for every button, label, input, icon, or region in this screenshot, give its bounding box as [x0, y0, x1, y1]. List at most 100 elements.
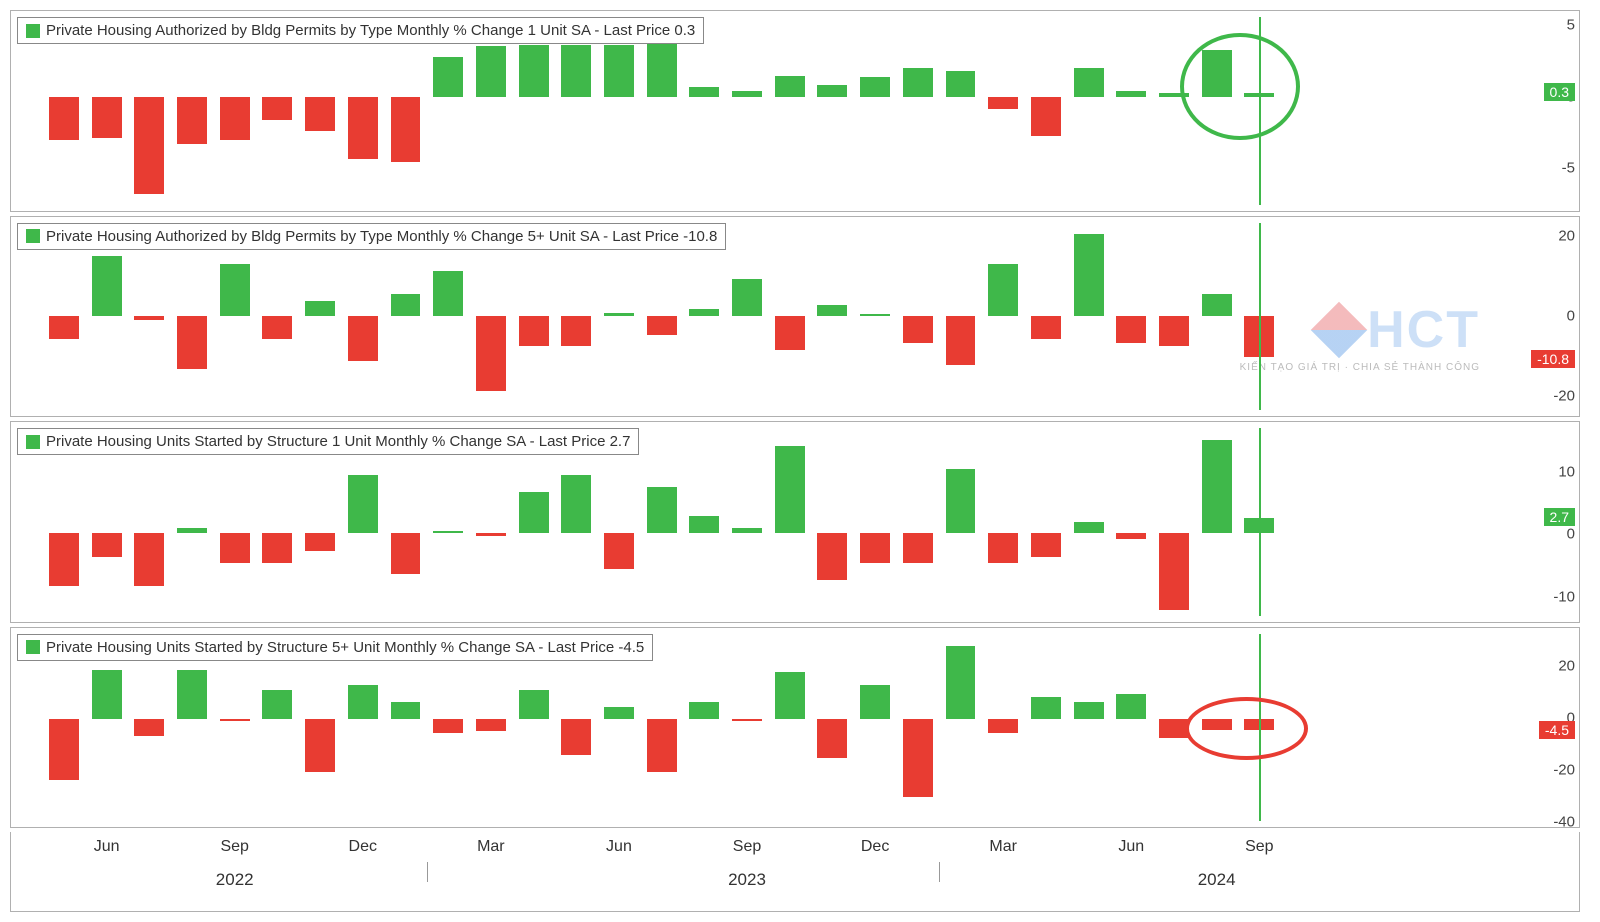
y-tick-label: 20	[1558, 658, 1575, 675]
legend-text: Private Housing Units Started by Structu…	[46, 639, 644, 656]
bar	[1202, 440, 1232, 534]
bar	[1031, 97, 1061, 136]
bar	[519, 316, 549, 346]
bar	[988, 264, 1018, 317]
bar	[604, 707, 634, 719]
y-axis: 50-50.3	[1519, 11, 1579, 211]
bar	[1159, 719, 1189, 738]
legend-box: Private Housing Units Started by Structu…	[17, 428, 639, 455]
x-tick-month: Dec	[861, 838, 889, 856]
y-tick-label: -5	[1562, 159, 1575, 176]
bar	[92, 533, 122, 556]
bar	[391, 702, 421, 719]
bar	[1116, 533, 1146, 539]
bar	[134, 97, 164, 193]
bar	[1116, 91, 1146, 98]
legend-text: Private Housing Units Started by Structu…	[46, 433, 630, 450]
bar	[519, 690, 549, 719]
bar	[647, 316, 677, 335]
bar	[433, 531, 463, 534]
bar	[1202, 719, 1232, 730]
legend-swatch	[26, 640, 40, 654]
bar	[1159, 533, 1189, 609]
legend-box: Private Housing Authorized by Bldg Permi…	[17, 17, 704, 44]
bar	[946, 71, 976, 98]
chart-panel-starts_1u: Private Housing Units Started by Structu…	[10, 421, 1580, 623]
last-value-flag: -4.5	[1539, 721, 1575, 739]
legend-swatch	[26, 229, 40, 243]
bar	[1074, 702, 1104, 719]
y-tick-label: 10	[1558, 463, 1575, 480]
bar	[946, 646, 976, 719]
bar	[262, 690, 292, 719]
bar	[49, 533, 79, 586]
x-year-separator	[939, 862, 940, 882]
bar	[433, 271, 463, 316]
bar	[134, 316, 164, 320]
bar	[988, 719, 1018, 734]
bar	[988, 97, 1018, 109]
bar	[988, 533, 1018, 562]
bar	[1244, 719, 1274, 730]
bar	[92, 97, 122, 137]
bar	[1202, 294, 1232, 317]
y-tick-label: 5	[1567, 17, 1575, 34]
bar	[1244, 316, 1274, 357]
bar	[860, 533, 890, 562]
bar	[92, 256, 122, 316]
bar	[775, 446, 805, 534]
bar	[1244, 93, 1274, 97]
chart-panel-permits_1u: Private Housing Authorized by Bldg Permi…	[10, 10, 1580, 212]
bar	[561, 719, 591, 756]
bar	[177, 97, 207, 144]
bar	[348, 316, 378, 361]
bar	[348, 97, 378, 159]
bar	[49, 719, 79, 780]
bar	[1159, 316, 1189, 346]
y-tick-label: -10	[1553, 588, 1575, 605]
bar	[647, 719, 677, 773]
bar	[903, 533, 933, 562]
chart-panel-permits_5u: Private Housing Authorized by Bldg Permi…	[10, 216, 1580, 418]
bar	[177, 316, 207, 369]
bar	[305, 533, 335, 551]
bar	[1244, 518, 1274, 534]
bar	[946, 316, 976, 365]
bar	[860, 77, 890, 97]
x-axis: JunSepDecMarJunSepDecMarJunSep2022202320…	[10, 832, 1580, 912]
bar	[433, 719, 463, 734]
x-tick-month: Mar	[989, 838, 1017, 856]
legend-text: Private Housing Authorized by Bldg Permi…	[46, 22, 695, 39]
bar	[732, 719, 762, 721]
bar	[262, 316, 292, 339]
bar	[817, 533, 847, 580]
bar	[817, 85, 847, 97]
bar	[860, 685, 890, 719]
bar	[92, 670, 122, 719]
bar	[732, 91, 762, 98]
bar	[860, 314, 890, 316]
x-tick-year: 2022	[216, 870, 254, 890]
legend-text: Private Housing Authorized by Bldg Permi…	[46, 228, 717, 245]
bar	[903, 719, 933, 797]
bar	[220, 264, 250, 317]
bar	[49, 316, 79, 339]
bar	[348, 475, 378, 534]
y-tick-label: 0	[1567, 308, 1575, 325]
bar	[647, 42, 677, 97]
last-value-flag: 0.3	[1544, 83, 1575, 101]
bar	[946, 469, 976, 533]
chart-panel-starts_5u: Private Housing Units Started by Structu…	[10, 627, 1580, 829]
bar	[433, 57, 463, 97]
bar	[1074, 522, 1104, 534]
bar	[1074, 68, 1104, 97]
bar	[476, 533, 506, 536]
bar	[1202, 50, 1232, 97]
bar	[903, 68, 933, 97]
bar	[476, 719, 506, 731]
x-year-separator	[427, 862, 428, 882]
last-value-vline	[1259, 17, 1261, 205]
watermark-subtext: KIẾN TẠO GIÁ TRỊ · CHIA SẺ THÀNH CÔNG	[1240, 362, 1480, 373]
legend-swatch	[26, 435, 40, 449]
bar	[732, 528, 762, 534]
